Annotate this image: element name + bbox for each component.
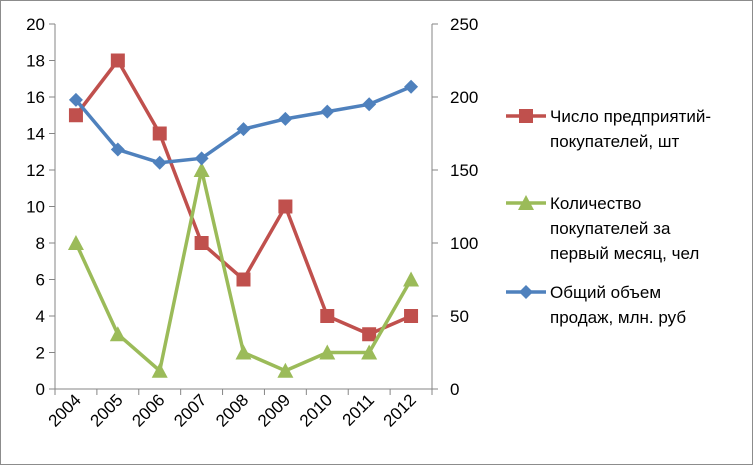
legend-label: продаж, млн. руб: [550, 308, 686, 327]
left-y-tick-label: 18: [26, 52, 45, 71]
legend-label: Общий объем: [550, 283, 661, 302]
x-tick-label: 2006: [128, 390, 168, 430]
data-point-square: [68, 108, 83, 123]
legend-marker-diamond: [519, 285, 533, 299]
legend-label: Количество: [550, 194, 641, 213]
left-y-tick-label: 6: [36, 271, 45, 290]
left-y-tick-label: 20: [26, 15, 45, 34]
x-tick-label: 2012: [380, 390, 420, 430]
data-point-triangle: [403, 271, 420, 287]
legend-label: первый месяц, чел: [550, 244, 699, 263]
data-point-square: [320, 309, 335, 323]
x-tick-label: 2008: [212, 390, 252, 430]
data-point-diamond: [404, 79, 419, 94]
x-tick-label: 2011: [339, 390, 378, 429]
data-point-triangle: [67, 235, 84, 250]
data-point-square: [152, 126, 167, 141]
left-y-tick-label: 4: [36, 307, 45, 326]
right-y-tick-label: 200: [450, 88, 478, 107]
right-y-tick-label: 0: [450, 380, 459, 399]
data-point-diamond: [362, 97, 377, 112]
series-line-square: [74, 58, 412, 336]
data-point-diamond: [236, 122, 251, 137]
legend-marker-square: [519, 109, 533, 123]
data-point-triangle: [109, 326, 126, 342]
left-y-tick-label: 16: [26, 88, 45, 107]
legend-label: покупателей, шт: [550, 132, 680, 151]
data-point-square: [194, 236, 209, 250]
data-point-triangle: [277, 362, 294, 378]
data-point-diamond: [68, 92, 83, 107]
right-y-tick-label: 100: [450, 234, 478, 253]
x-tick-label: 2004: [45, 390, 85, 430]
legend-label: покупателей за: [550, 219, 671, 238]
data-point-triangle: [151, 362, 168, 378]
left-y-tick-label: 12: [26, 161, 45, 180]
data-point-triangle: [361, 344, 378, 360]
data-point-diamond: [152, 155, 167, 170]
x-tick-label: 2009: [254, 390, 294, 430]
data-point-square: [362, 327, 377, 342]
data-point-diamond: [110, 142, 125, 157]
data-point-square: [236, 272, 251, 287]
x-tick-label: 2005: [86, 390, 126, 430]
left-y-tick-label: 2: [36, 344, 45, 363]
left-y-tick-label: 14: [26, 125, 45, 144]
series-line-triangle: [74, 168, 413, 373]
legend-label: Число предприятий-: [550, 107, 711, 126]
left-y-tick-label: 0: [36, 380, 45, 399]
right-y-tick-label: 50: [450, 307, 469, 326]
left-y-tick-label: 10: [26, 198, 45, 217]
data-point-diamond: [278, 111, 293, 126]
right-y-tick-label: 250: [450, 15, 478, 34]
left-y-tick-label: 8: [36, 234, 45, 253]
data-point-triangle: [193, 162, 210, 177]
data-point-square: [110, 53, 125, 68]
data-point-triangle: [235, 344, 252, 360]
right-y-tick-label: 150: [450, 161, 478, 180]
data-point-triangle: [319, 344, 336, 360]
x-tick-label: 2007: [170, 390, 210, 430]
data-point-square: [278, 199, 293, 214]
data-point-diamond: [194, 151, 209, 166]
x-tick-label: 2010: [296, 390, 336, 430]
data-point-diamond: [320, 104, 335, 119]
legend-marker-triangle: [518, 195, 534, 210]
data-point-square: [404, 309, 419, 323]
